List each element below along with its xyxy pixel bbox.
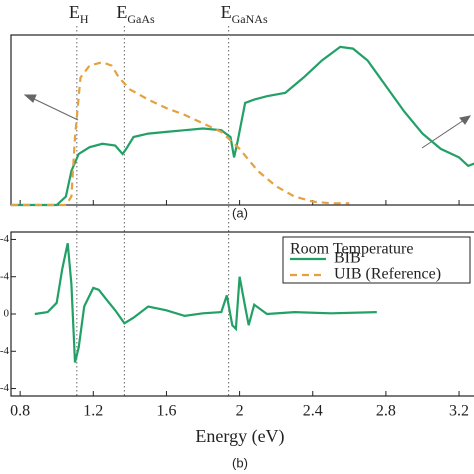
x-tick-label: 2 [236, 403, 244, 420]
y-tick-label: -4 [0, 382, 9, 394]
legend-label: BIB [334, 250, 361, 267]
arrow-left [31, 97, 79, 121]
energy-label-main: E [221, 2, 232, 22]
y-tick-label: -4 [0, 233, 9, 245]
x-tick-label: 1.2 [83, 403, 103, 420]
energy-label-sub: GaNAs [232, 12, 268, 26]
top-frame [10, 34, 474, 206]
x-tick-label: 2.8 [376, 403, 396, 420]
energy-label-sub: GaAs [127, 12, 155, 26]
series-line [34, 242, 377, 363]
arrows [23, 94, 472, 149]
panel-label: (b) [232, 455, 248, 470]
x-axis-label: Energy (eV) [195, 426, 284, 447]
arrow-head [459, 115, 472, 125]
energy-label-main: E [116, 2, 127, 22]
energy-label: EGaAs [116, 2, 155, 26]
energy-label-sub: H [80, 12, 89, 26]
energy-label: EGaNAs [221, 2, 268, 26]
panel-label: (a) [232, 205, 248, 220]
arrow-right [421, 119, 465, 149]
y-tick-label: 0 [4, 308, 10, 320]
x-tick-label: 2.4 [303, 403, 323, 420]
legend-title: Room Temperature [290, 241, 413, 258]
legend-label: UIB (Reference) [334, 266, 441, 283]
energy-label-main: E [69, 2, 80, 22]
y-tick-label: -4 [0, 345, 9, 357]
x-tick-label: 3.2 [449, 403, 469, 420]
x-tick-label: 1.6 [156, 403, 176, 420]
x-tick-label: 0.8 [10, 403, 30, 420]
arrow-head [23, 94, 37, 103]
energy-label: EH [69, 2, 89, 26]
y-tick-label: -4 [0, 270, 9, 282]
series-line [11, 45, 474, 207]
series-line [11, 61, 350, 207]
